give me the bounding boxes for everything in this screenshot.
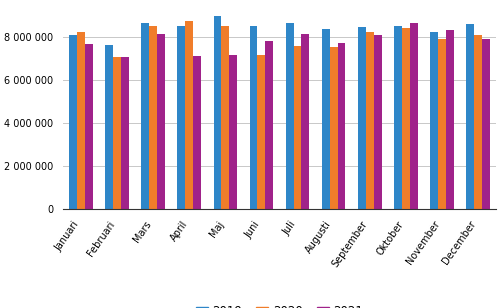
Bar xyxy=(402,28,409,209)
Bar xyxy=(106,45,114,209)
Bar xyxy=(302,34,310,209)
Bar xyxy=(121,57,129,209)
Bar xyxy=(466,24,474,209)
Bar xyxy=(114,57,121,209)
Bar xyxy=(70,35,77,209)
Bar xyxy=(358,27,366,209)
Bar xyxy=(222,26,230,209)
Bar xyxy=(294,46,302,209)
Bar xyxy=(430,32,438,209)
Bar xyxy=(474,35,482,209)
Bar xyxy=(150,26,157,209)
Bar xyxy=(230,55,237,209)
Bar xyxy=(194,56,201,209)
Bar xyxy=(258,55,266,209)
Bar xyxy=(214,16,222,209)
Bar xyxy=(322,29,330,209)
Bar xyxy=(410,22,418,209)
Legend: 2019, 2020, 2021: 2019, 2020, 2021 xyxy=(191,300,368,308)
Bar xyxy=(178,26,186,209)
Bar xyxy=(330,47,338,209)
Bar xyxy=(77,32,85,209)
Bar xyxy=(286,22,294,209)
Bar xyxy=(394,26,402,209)
Bar xyxy=(186,22,194,209)
Bar xyxy=(157,34,165,209)
Bar xyxy=(446,30,454,209)
Bar xyxy=(366,32,374,209)
Bar xyxy=(482,39,490,209)
Bar xyxy=(85,44,93,209)
Bar xyxy=(438,39,446,209)
Bar xyxy=(142,22,150,209)
Bar xyxy=(338,43,345,209)
Bar xyxy=(266,41,274,209)
Bar xyxy=(250,26,258,209)
Bar xyxy=(374,35,382,209)
